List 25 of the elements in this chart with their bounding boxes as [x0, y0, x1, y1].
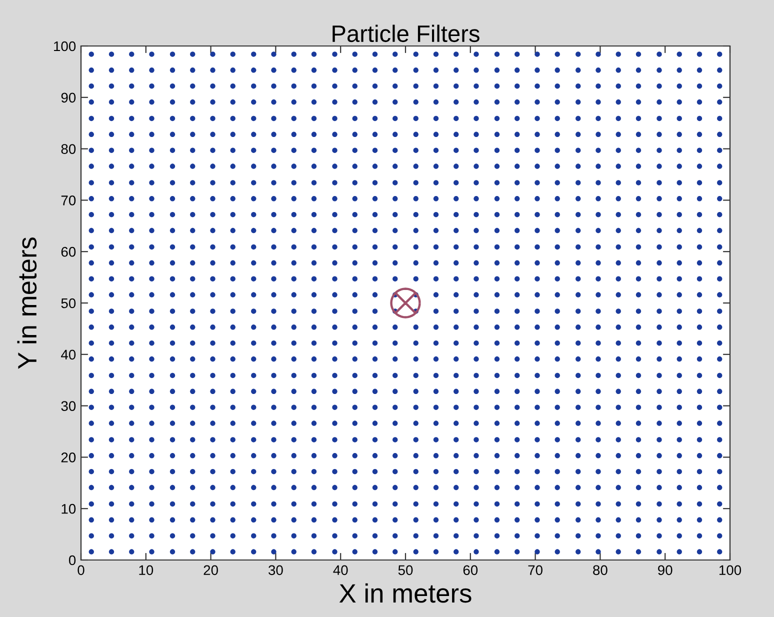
- y-tick-label: 60: [61, 246, 76, 257]
- y-tick-label: 40: [61, 350, 76, 360]
- x-tick-label: 90: [658, 565, 672, 576]
- chart-title: Particle Filters: [332, 24, 480, 42]
- y-tick-label: 80: [61, 144, 76, 154]
- y-tick-label: 0: [68, 555, 76, 566]
- y-tick-label: 30: [61, 401, 76, 411]
- y-tick-label: 50: [61, 298, 76, 308]
- x-tick-label: 40: [333, 565, 348, 576]
- x-tick-label: 80: [593, 565, 608, 576]
- x-tick-label: 10: [139, 565, 154, 576]
- x-axis-title: X in meters: [339, 583, 472, 603]
- x-tick-label: 70: [528, 565, 542, 576]
- y-tick-label: 20: [61, 452, 76, 462]
- x-tick-label: 30: [268, 565, 283, 576]
- y-tick-label: 10: [62, 504, 76, 514]
- y-tick-label: 90: [61, 92, 76, 103]
- x-tick-label: 0: [78, 565, 84, 576]
- y-tick-label: 100: [54, 41, 76, 52]
- x-tick-label: 20: [204, 565, 218, 576]
- x-tick-label: 50: [398, 565, 413, 576]
- y-tick-label: 70: [61, 196, 76, 206]
- x-tick-label: 60: [463, 565, 478, 576]
- y-axis-title: Y in meters: [17, 237, 37, 369]
- x-tick-label: 100: [719, 565, 742, 576]
